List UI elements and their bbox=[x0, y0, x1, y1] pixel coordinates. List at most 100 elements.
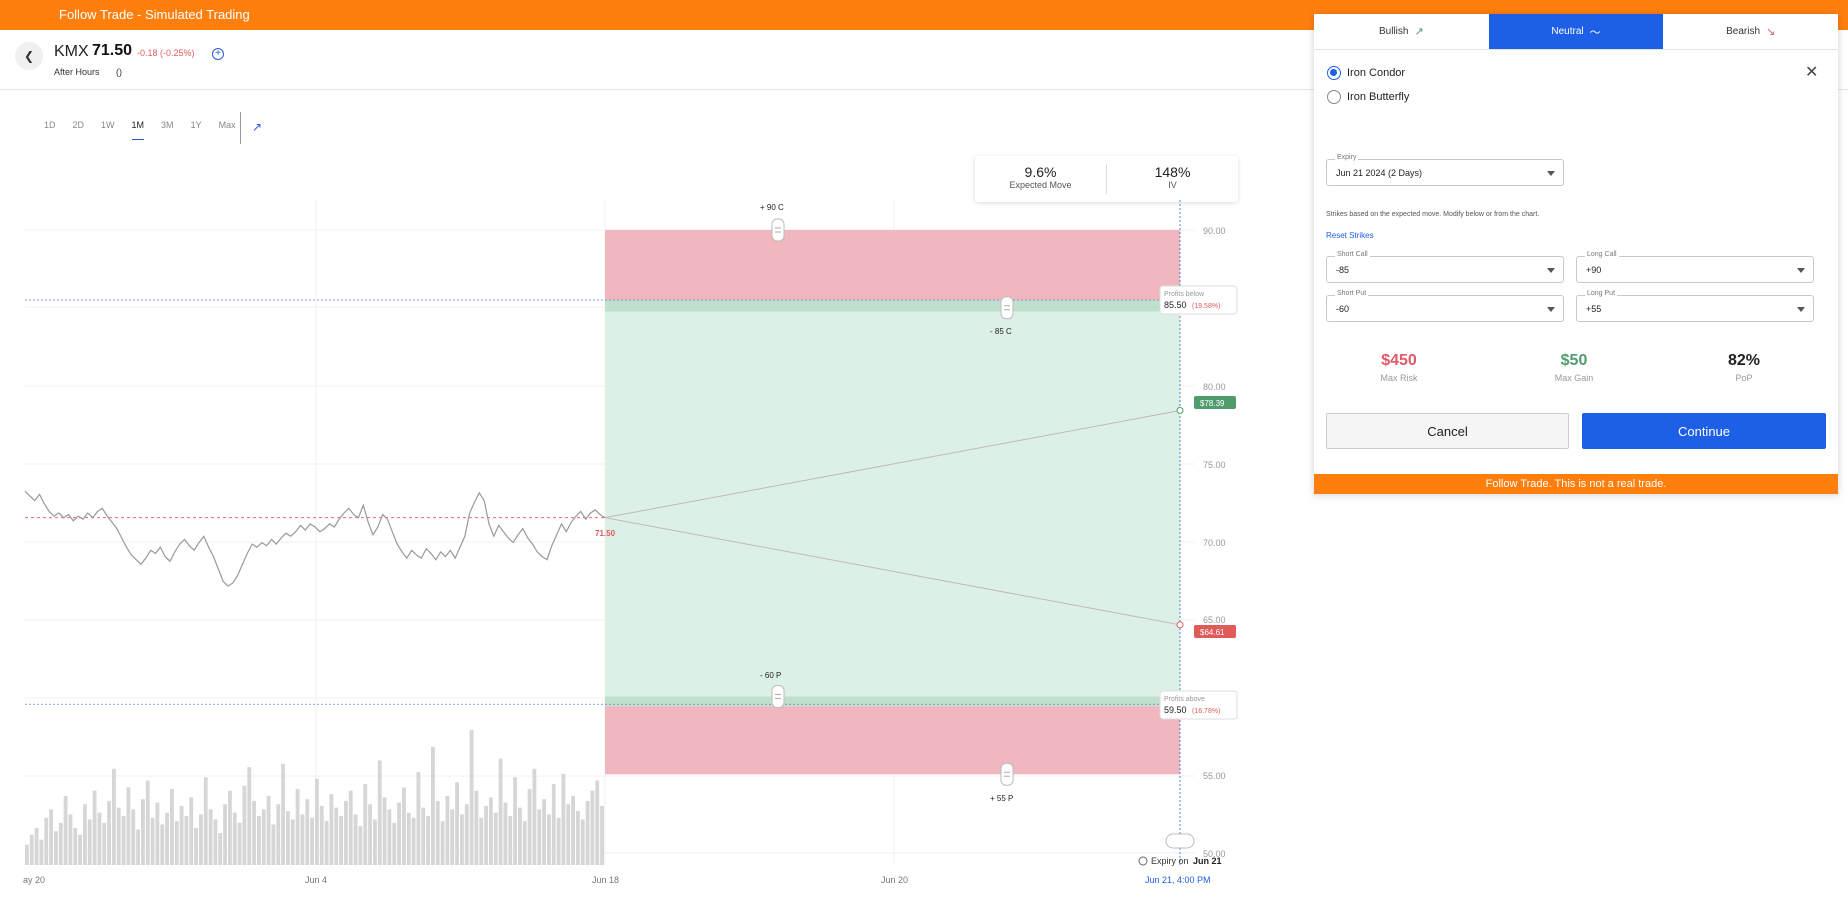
tab-bullish[interactable]: Bullish ↗ bbox=[1314, 14, 1489, 49]
session-label: After Hours bbox=[54, 67, 100, 77]
volume-bar bbox=[107, 800, 111, 865]
volume-bar bbox=[276, 804, 281, 865]
volume-bar bbox=[319, 805, 324, 865]
volume-bar bbox=[174, 821, 179, 865]
volume-bar bbox=[392, 822, 397, 865]
volume-bar bbox=[464, 804, 469, 865]
volume-bar bbox=[455, 782, 459, 865]
iv-stat: 148% IV bbox=[1107, 164, 1238, 190]
volume-bar bbox=[537, 809, 542, 865]
volume-bar bbox=[131, 809, 136, 865]
volume-bar bbox=[54, 831, 58, 865]
volume-bar bbox=[83, 804, 87, 865]
volume-bar bbox=[281, 763, 285, 865]
long-put-handle[interactable] bbox=[1000, 762, 1014, 786]
projection-low-value: $64.61 bbox=[1200, 628, 1225, 637]
strike-handles[interactable] bbox=[771, 218, 1195, 849]
volume-bar bbox=[329, 794, 334, 865]
expiry-select[interactable]: Expiry Jun 21 2024 (2 Days) bbox=[1326, 154, 1564, 186]
profits-below-value: 85.50 bbox=[1164, 300, 1187, 310]
range-tab-3m[interactable]: 3M bbox=[161, 120, 174, 130]
volume-bar bbox=[387, 809, 392, 865]
max-risk-value: $450 bbox=[1381, 352, 1417, 369]
volume-bar bbox=[571, 795, 575, 865]
volume-bar bbox=[600, 805, 604, 865]
continue-button[interactable]: Continue bbox=[1582, 413, 1826, 449]
volume-bar bbox=[561, 773, 566, 865]
wave-icon: 〜 bbox=[1589, 26, 1601, 39]
profits-below-label: Profits below bbox=[1164, 291, 1205, 298]
volume-bar bbox=[261, 809, 266, 865]
expiry-note-date: Jun 21 bbox=[1193, 856, 1222, 866]
range-tab-1m[interactable]: 1M bbox=[131, 120, 145, 140]
tab-neutral[interactable]: Neutral 〜 bbox=[1488, 14, 1664, 49]
back-button[interactable]: ❮ bbox=[15, 42, 43, 70]
expiry-time-handle[interactable] bbox=[1165, 833, 1195, 849]
volume-bar bbox=[484, 805, 488, 865]
volume-bar bbox=[493, 812, 498, 865]
put-short-band bbox=[605, 696, 1180, 707]
range-tab-max[interactable]: Max bbox=[218, 120, 236, 130]
volume-bar bbox=[213, 819, 218, 865]
price-chart[interactable]: 90.00 80.00 75.00 70.00 65.00 55.00 50.0… bbox=[0, 150, 1260, 900]
volume-bar bbox=[126, 787, 131, 865]
volume-bar bbox=[29, 834, 34, 865]
volume-bar bbox=[426, 816, 430, 865]
app-title: Follow Trade - Simulated Trading bbox=[59, 7, 250, 22]
range-tab-2d[interactable]: 2D bbox=[72, 120, 85, 130]
strategy-option-iron-butterfly[interactable]: Iron Butterfly bbox=[1327, 90, 1409, 104]
add-watchlist-icon[interactable]: + bbox=[212, 48, 224, 60]
projection-low-point bbox=[1176, 621, 1184, 629]
volume-bar bbox=[334, 807, 339, 865]
chart-lines bbox=[24, 200, 1184, 865]
volume-bar bbox=[136, 829, 140, 865]
price-line bbox=[24, 490, 606, 587]
volume-bar bbox=[271, 824, 276, 865]
volume-bar bbox=[44, 817, 49, 865]
reset-strikes-link[interactable]: Reset Strikes bbox=[1326, 231, 1374, 240]
x-tick: Jun 4 bbox=[305, 875, 327, 885]
long-call-strike-label: + 90 C bbox=[760, 203, 784, 212]
tab-bearish[interactable]: Bearish ↘ bbox=[1663, 14, 1838, 49]
y-tick: 80.00 bbox=[1203, 382, 1226, 392]
short-call-strike-label: - 85 C bbox=[990, 327, 1012, 336]
volume-bar bbox=[585, 800, 590, 865]
volume-bar bbox=[218, 832, 223, 865]
strategy-option-iron-condor[interactable]: Iron Condor bbox=[1327, 66, 1405, 80]
y-tick: 75.00 bbox=[1203, 460, 1226, 470]
volume-bar bbox=[382, 797, 387, 865]
profits-below-pct: (19.58%) bbox=[1192, 303, 1220, 310]
long-put-select[interactable]: Long Put +55 bbox=[1576, 290, 1814, 322]
volume-bar bbox=[532, 768, 537, 865]
projection-high-tag bbox=[1194, 396, 1236, 409]
short-call-handle[interactable] bbox=[1000, 296, 1014, 320]
volume-bar bbox=[489, 797, 493, 865]
pop-label: PoP bbox=[1735, 373, 1753, 383]
volume-bar bbox=[402, 787, 406, 865]
volume-bar bbox=[121, 816, 126, 865]
long-call-handle[interactable] bbox=[771, 218, 785, 242]
long-call-select[interactable]: Long Call +90 bbox=[1576, 251, 1814, 283]
price-change: -0.18 (-0.25%) bbox=[137, 48, 195, 58]
projection-low-line bbox=[604, 517, 1181, 626]
range-tab-1w[interactable]: 1W bbox=[101, 120, 115, 130]
volume-bar bbox=[440, 821, 445, 865]
volume-bar bbox=[310, 817, 314, 865]
volume-bar bbox=[184, 816, 189, 865]
radio-unselected[interactable] bbox=[1327, 90, 1341, 104]
short-call-select[interactable]: Short Call -85 bbox=[1326, 251, 1564, 283]
volume-bar bbox=[339, 816, 343, 865]
session-extra: () bbox=[116, 67, 122, 77]
volume-bar bbox=[223, 804, 227, 865]
short-put-handle[interactable] bbox=[771, 685, 785, 708]
range-tab-1d[interactable]: 1D bbox=[44, 120, 56, 130]
close-icon[interactable]: ✕ bbox=[1805, 64, 1819, 81]
volume-bar bbox=[305, 799, 310, 865]
range-tabs: 1D 2D 1W 1M 3M 1Y Max bbox=[44, 120, 253, 140]
range-tab-1y[interactable]: 1Y bbox=[190, 120, 202, 130]
line-chart-icon[interactable]: ↗ bbox=[252, 120, 263, 134]
short-put-select[interactable]: Short Put -60 bbox=[1326, 290, 1564, 322]
cancel-button[interactable]: Cancel bbox=[1326, 413, 1569, 449]
profit-zone bbox=[605, 311, 1180, 697]
radio-selected[interactable] bbox=[1327, 66, 1341, 80]
